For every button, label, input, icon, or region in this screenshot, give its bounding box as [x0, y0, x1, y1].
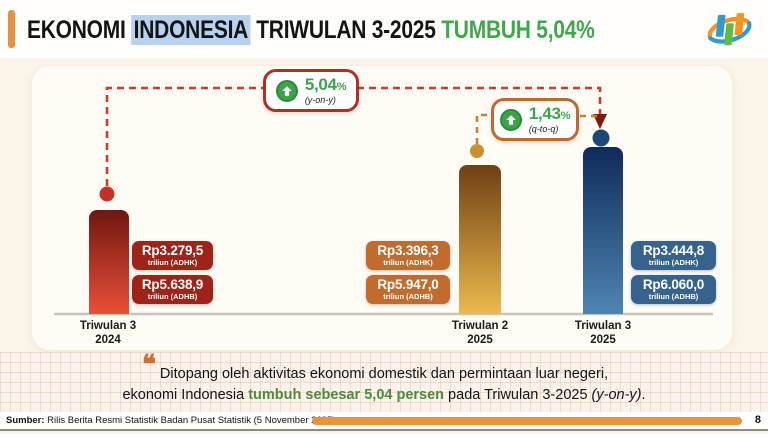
title-mid: TRIWULAN 3-2025 [250, 16, 442, 44]
qtoq-growth-text: 1,43% (q-to-q) [528, 103, 571, 134]
footer: Sumber: Rilis Berita Resmi Statistik Bad… [0, 412, 768, 429]
growth-up-arrow-icon [275, 79, 298, 102]
period-label: Triwulan 3 [79, 320, 137, 332]
year-label: 2024 [95, 334, 121, 346]
bps-logo-icon [702, 6, 756, 59]
year-label: 2025 [590, 334, 616, 346]
adhb-value: Rp5.947,0 [377, 277, 439, 292]
source-label: Sumber: [6, 415, 45, 426]
value-box-q3-2024-adhk: Rp3.279,5 triliun (ADHK) [132, 241, 213, 270]
bar-q2-2025 [459, 165, 501, 314]
quote-line2-italic: (y-on-y) [591, 387, 642, 403]
title-highlight: INDONESIA [131, 15, 251, 45]
period-label: Triwulan 2 [451, 320, 509, 332]
quote-section: ❝ Ditopang oleh aktivitas ekonomi domest… [0, 352, 768, 412]
adhb-unit-label: triliun (ADHB) [648, 292, 699, 301]
adhk-value: Rp3.279,5 [141, 243, 204, 258]
value-box-q3-2024-adhb: Rp5.638,9 triliun (ADHB) [132, 275, 213, 304]
quote-line2-highlight: tumbuh sebesar 5,04 persen [248, 387, 445, 403]
adhk-value: Rp3.396,3 [377, 243, 439, 258]
quote-line2-mid: pada Triwulan 3-2025 [444, 387, 592, 403]
growth-up-arrow-icon [499, 108, 522, 131]
adhb-value: Rp6.060,0 [642, 277, 705, 292]
yoy-growth-value: 5,04% [304, 74, 347, 94]
value-box-q3-2025-adhb: Rp6.060,0 triliun (ADHB) [631, 275, 716, 304]
page-title: EKONOMI INDONESIA TRIWULAN 3-2025 TUMBUH… [27, 15, 595, 45]
xlabel-q2-2025: Triwulan 2 2025 [440, 319, 520, 347]
footer-accent-bar [312, 417, 742, 425]
source-text: Sumber: Rilis Berita Resmi Statistik Bad… [6, 415, 336, 426]
adhk-unit-label: triliun (ADHK) [147, 258, 198, 267]
adhb-unit-label: triliun (ADHB) [147, 292, 198, 301]
qtoq-growth-label: (q-to-q) [528, 123, 559, 134]
xlabel-q3-2025: Triwulan 3 2025 [563, 319, 643, 347]
title-growth: TUMBUH 5,04% [441, 16, 595, 44]
period-label: Triwulan 3 [574, 320, 632, 332]
header: EKONOMI INDONESIA TRIWULAN 3-2025 TUMBUH… [0, 0, 768, 58]
chart-panel [32, 66, 732, 350]
value-box-q3-2025-adhk: Rp3.444,8 triliun (ADHK) [631, 241, 716, 270]
quote-line2-pre: ekonomi Indonesia [122, 387, 249, 403]
xlabel-q3-2024: Triwulan 3 2024 [68, 319, 148, 347]
yoy-growth-callout: 5,04% (y-on-y) [263, 69, 359, 112]
adhb-value: Rp5.638,9 [141, 277, 204, 292]
value-box-q2-2025-adhb: Rp5.947,0 triliun (ADHB) [366, 275, 450, 304]
adhb-unit-label: triliun (ADHB) [383, 292, 433, 301]
year-label: 2025 [467, 334, 493, 346]
quote-icon: ❝ [142, 350, 156, 379]
quote-text: Ditopang oleh aktivitas ekonomi domestik… [40, 364, 728, 406]
footer-divider [0, 429, 768, 431]
adhk-unit-label: triliun (ADHK) [648, 258, 699, 267]
title-accent-bar [8, 10, 15, 48]
yoy-growth-label: (y-on-y) [304, 94, 336, 105]
page-number: 8 [754, 414, 761, 426]
quote-line2-post: . [641, 387, 646, 403]
qtoq-growth-value: 1,43% [528, 103, 571, 123]
qtoq-growth-callout: 1,43% (q-to-q) [491, 98, 579, 141]
yoy-growth-text: 5,04% (y-on-y) [304, 74, 347, 105]
adhk-value: Rp3.444,8 [642, 243, 705, 258]
value-box-q2-2025-adhk: Rp3.396,3 triliun (ADHK) [366, 241, 450, 270]
adhk-unit-label: triliun (ADHK) [383, 258, 433, 267]
title-pre: EKONOMI [27, 16, 132, 44]
bar-q3-2025 [583, 147, 623, 314]
bar-q3-2024 [89, 210, 129, 314]
quote-line1: Ditopang oleh aktivitas ekonomi domestik… [159, 366, 609, 382]
